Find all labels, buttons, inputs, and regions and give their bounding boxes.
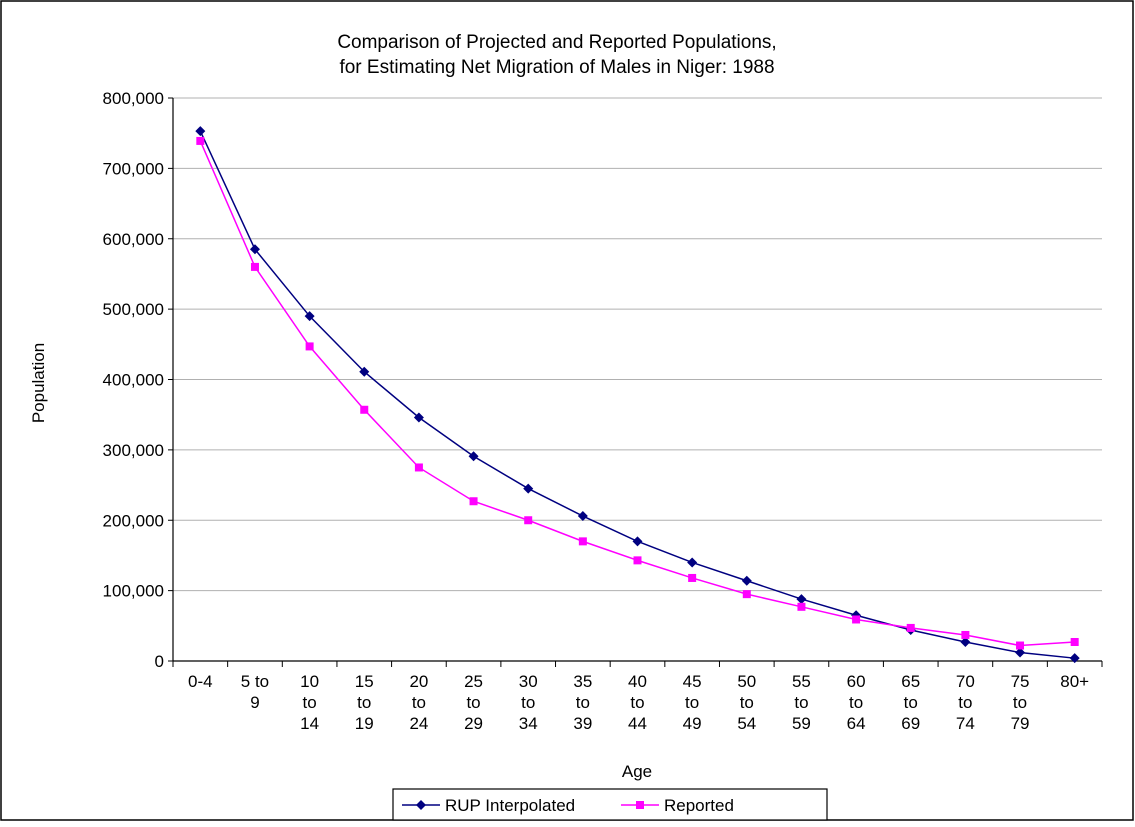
series-lines <box>195 126 1080 664</box>
data-point-rup <box>960 636 971 647</box>
y-tick-label: 400,000 <box>103 371 164 390</box>
data-point-rup <box>687 557 698 568</box>
data-point-reported <box>305 342 314 351</box>
data-point-rup <box>304 311 315 322</box>
x-tick-label: 30 to 34 <box>519 672 538 733</box>
data-point-rup <box>359 366 370 377</box>
data-point-reported <box>742 590 751 599</box>
data-point-reported <box>688 573 697 582</box>
chart-title: Comparison of Projected and Reported Pop… <box>337 32 776 53</box>
data-point-rup <box>577 511 588 522</box>
data-point-rup <box>523 483 534 494</box>
data-point-reported <box>1016 641 1025 650</box>
data-point-reported <box>852 615 861 624</box>
y-tick-label: 700,000 <box>103 159 164 178</box>
data-point-rup <box>1069 653 1080 664</box>
x-axis-label: Age <box>622 762 652 781</box>
x-tick-label: 75 to 79 <box>1011 672 1030 733</box>
data-point-rup <box>249 244 260 255</box>
y-tick-label: 600,000 <box>103 230 164 249</box>
x-tick-label: 0-4 <box>188 672 213 691</box>
gridlines <box>173 97 1102 592</box>
x-tick-label: 80+ <box>1060 672 1089 691</box>
y-tick-label: 800,000 <box>103 89 164 108</box>
data-point-rup <box>632 536 643 547</box>
legend-label-reported: Reported <box>664 796 734 815</box>
x-tick-label: 40 to 44 <box>628 672 647 733</box>
legend-marker-reported <box>636 801 644 809</box>
data-point-rup <box>1015 647 1026 658</box>
data-point-reported <box>1070 637 1079 646</box>
x-tick-label: 60 to 64 <box>847 672 866 733</box>
data-point-reported <box>360 405 369 414</box>
data-point-rup <box>468 451 479 462</box>
x-tick-label: 45 to 49 <box>683 672 702 733</box>
data-point-rup <box>796 594 807 605</box>
x-tick-label: 5 to 9 <box>241 672 269 712</box>
chart-subtitle: for Estimating Net Migration of Males in… <box>339 57 774 78</box>
axes <box>168 97 1103 667</box>
data-point-reported <box>578 537 587 546</box>
x-tick-label: 70 to 74 <box>956 672 975 733</box>
data-point-reported <box>633 556 642 565</box>
y-tick-label: 0 <box>155 652 164 671</box>
y-tick-label: 200,000 <box>103 511 164 530</box>
x-tick-labels: 0-4 5 to 9 10 to 14 15 to 19 20 to 24 25 to 29 30 to 34 35… <box>188 672 1089 733</box>
data-point-reported <box>906 623 915 632</box>
y-tick-labels: 0 100,000 200,000 300,000 400,000 500,000 600,… <box>103 89 164 671</box>
data-point-reported <box>196 136 205 145</box>
data-point-rup <box>413 412 424 423</box>
data-point-reported <box>414 463 423 472</box>
legend-box <box>392 788 828 821</box>
data-point-reported <box>797 602 806 611</box>
data-point-rup <box>195 126 206 137</box>
x-tick-label: 10 to 14 <box>300 672 319 733</box>
y-tick-label: 500,000 <box>103 300 164 319</box>
y-tick-label: 300,000 <box>103 441 164 460</box>
x-tick-label: 25 to 29 <box>464 672 483 733</box>
x-tick-label: 15 to 19 <box>355 672 374 733</box>
x-tick-label: 50 to 54 <box>737 672 756 733</box>
legend: RUP Interpolated Reported <box>392 788 828 821</box>
data-point-reported <box>469 497 478 506</box>
x-tick-label: 65 to 69 <box>901 672 920 733</box>
legend-marker-rup <box>416 800 426 810</box>
data-point-reported <box>961 630 970 639</box>
data-point-reported <box>250 262 259 271</box>
data-point-reported <box>524 516 533 525</box>
x-tick-label: 55 to 59 <box>792 672 811 733</box>
x-tick-label: 20 to 24 <box>409 672 428 733</box>
data-point-rup <box>741 575 752 586</box>
y-axis-label: Population <box>29 343 48 423</box>
x-tick-label: 35 to 39 <box>573 672 592 733</box>
legend-label-rup: RUP Interpolated <box>445 796 575 815</box>
y-tick-label: 100,000 <box>103 582 164 601</box>
